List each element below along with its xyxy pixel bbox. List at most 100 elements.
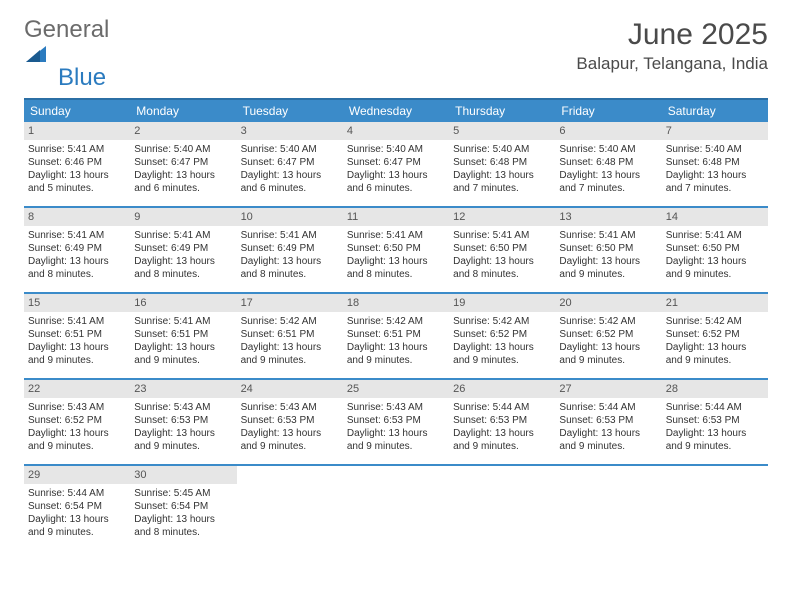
sunrise-text: Sunrise: 5:41 AM	[559, 229, 657, 242]
day-cell: 27Sunrise: 5:44 AMSunset: 6:53 PMDayligh…	[555, 380, 661, 458]
daylight2-text: and 9 minutes.	[28, 526, 126, 539]
sunrise-text: Sunrise: 5:41 AM	[134, 315, 232, 328]
daylight2-text: and 9 minutes.	[241, 440, 339, 453]
sunset-text: Sunset: 6:50 PM	[666, 242, 764, 255]
day-number: 9	[130, 208, 236, 226]
sunrise-text: Sunrise: 5:44 AM	[559, 401, 657, 414]
week-row: 8Sunrise: 5:41 AMSunset: 6:49 PMDaylight…	[24, 206, 768, 286]
sunset-text: Sunset: 6:48 PM	[559, 156, 657, 169]
day-number: 6	[555, 122, 661, 140]
day-cell: 20Sunrise: 5:42 AMSunset: 6:52 PMDayligh…	[555, 294, 661, 372]
daylight1-text: Daylight: 13 hours	[559, 341, 657, 354]
sunset-text: Sunset: 6:49 PM	[241, 242, 339, 255]
logo-word-blue: Blue	[58, 66, 106, 90]
daylight2-text: and 9 minutes.	[559, 354, 657, 367]
sunrise-text: Sunrise: 5:42 AM	[347, 315, 445, 328]
sunset-text: Sunset: 6:49 PM	[28, 242, 126, 255]
daylight1-text: Daylight: 13 hours	[666, 427, 764, 440]
sunset-text: Sunset: 6:53 PM	[241, 414, 339, 427]
day-number: 2	[130, 122, 236, 140]
day-cell: 18Sunrise: 5:42 AMSunset: 6:51 PMDayligh…	[343, 294, 449, 372]
daylight1-text: Daylight: 13 hours	[347, 255, 445, 268]
sunset-text: Sunset: 6:51 PM	[241, 328, 339, 341]
daylight2-text: and 9 minutes.	[28, 354, 126, 367]
day-header-friday: Friday	[555, 100, 661, 122]
sunset-text: Sunset: 6:52 PM	[559, 328, 657, 341]
day-cell: 4 Sunrise: 5:40 AMSunset: 6:47 PMDaylight…	[343, 122, 449, 200]
day-number: 15	[24, 294, 130, 312]
sunrise-text: Sunrise: 5:42 AM	[559, 315, 657, 328]
sunrise-text: Sunrise: 5:43 AM	[134, 401, 232, 414]
day-cell: 23Sunrise: 5:43 AMSunset: 6:53 PMDayligh…	[130, 380, 236, 458]
day-header-row: Sunday Monday Tuesday Wednesday Thursday…	[24, 98, 768, 122]
daylight2-text: and 9 minutes.	[453, 354, 551, 367]
daylight2-text: and 9 minutes.	[347, 440, 445, 453]
day-header-tuesday: Tuesday	[237, 100, 343, 122]
sunset-text: Sunset: 6:52 PM	[666, 328, 764, 341]
sunrise-text: Sunrise: 5:40 AM	[134, 143, 232, 156]
daylight1-text: Daylight: 13 hours	[28, 427, 126, 440]
day-cell: 9Sunrise: 5:41 AMSunset: 6:49 PMDaylight…	[130, 208, 236, 286]
sunrise-text: Sunrise: 5:43 AM	[241, 401, 339, 414]
daylight1-text: Daylight: 13 hours	[347, 341, 445, 354]
day-header-monday: Monday	[130, 100, 236, 122]
empty-cell	[449, 466, 555, 544]
week-row: 1Sunrise: 5:41 AMSunset: 6:46 PMDaylight…	[24, 122, 768, 200]
day-number: 21	[662, 294, 768, 312]
day-number: 24	[237, 380, 343, 398]
daylight1-text: Daylight: 13 hours	[28, 255, 126, 268]
day-number: 13	[555, 208, 661, 226]
day-cell: 8Sunrise: 5:41 AMSunset: 6:49 PMDaylight…	[24, 208, 130, 286]
sunrise-text: Sunrise: 5:42 AM	[453, 315, 551, 328]
day-cell: 11Sunrise: 5:41 AMSunset: 6:50 PMDayligh…	[343, 208, 449, 286]
day-header-sunday: Sunday	[24, 100, 130, 122]
day-number: 4	[343, 122, 449, 140]
sunrise-text: Sunrise: 5:44 AM	[666, 401, 764, 414]
day-cell: 7Sunrise: 5:40 AMSunset: 6:48 PMDaylight…	[662, 122, 768, 200]
daylight1-text: Daylight: 13 hours	[347, 169, 445, 182]
sunset-text: Sunset: 6:51 PM	[28, 328, 126, 341]
day-number: 12	[449, 208, 555, 226]
day-cell: 25Sunrise: 5:43 AMSunset: 6:53 PMDayligh…	[343, 380, 449, 458]
weeks-container: 1Sunrise: 5:41 AMSunset: 6:46 PMDaylight…	[24, 122, 768, 544]
day-number: 10	[237, 208, 343, 226]
sunrise-text: Sunrise: 5:40 AM	[347, 143, 445, 156]
day-cell: 13Sunrise: 5:41 AMSunset: 6:50 PMDayligh…	[555, 208, 661, 286]
sunset-text: Sunset: 6:50 PM	[559, 242, 657, 255]
calendar: Sunday Monday Tuesday Wednesday Thursday…	[24, 98, 768, 544]
month-title: June 2025	[576, 18, 768, 52]
day-cell: 10Sunrise: 5:41 AMSunset: 6:49 PMDayligh…	[237, 208, 343, 286]
daylight1-text: Daylight: 13 hours	[453, 341, 551, 354]
daylight2-text: and 9 minutes.	[347, 354, 445, 367]
empty-cell	[237, 466, 343, 544]
sunrise-text: Sunrise: 5:41 AM	[241, 229, 339, 242]
daylight1-text: Daylight: 13 hours	[28, 513, 126, 526]
daylight1-text: Daylight: 13 hours	[134, 427, 232, 440]
sunrise-text: Sunrise: 5:43 AM	[347, 401, 445, 414]
daylight2-text: and 6 minutes.	[241, 182, 339, 195]
day-cell: 1Sunrise: 5:41 AMSunset: 6:46 PMDaylight…	[24, 122, 130, 200]
day-header-wednesday: Wednesday	[343, 100, 449, 122]
day-number: 14	[662, 208, 768, 226]
sunrise-text: Sunrise: 5:40 AM	[453, 143, 551, 156]
daylight1-text: Daylight: 13 hours	[134, 341, 232, 354]
daylight1-text: Daylight: 13 hours	[241, 341, 339, 354]
daylight1-text: Daylight: 13 hours	[453, 427, 551, 440]
sunrise-text: Sunrise: 5:42 AM	[666, 315, 764, 328]
daylight1-text: Daylight: 13 hours	[28, 341, 126, 354]
day-header-saturday: Saturday	[662, 100, 768, 122]
day-number: 11	[343, 208, 449, 226]
sunset-text: Sunset: 6:48 PM	[666, 156, 764, 169]
day-number: 16	[130, 294, 236, 312]
sunset-text: Sunset: 6:47 PM	[347, 156, 445, 169]
daylight2-text: and 8 minutes.	[347, 268, 445, 281]
daylight1-text: Daylight: 13 hours	[666, 341, 764, 354]
sunrise-text: Sunrise: 5:41 AM	[134, 229, 232, 242]
day-cell: 28Sunrise: 5:44 AMSunset: 6:53 PMDayligh…	[662, 380, 768, 458]
day-cell: 24Sunrise: 5:43 AMSunset: 6:53 PMDayligh…	[237, 380, 343, 458]
day-number: 22	[24, 380, 130, 398]
sunset-text: Sunset: 6:48 PM	[453, 156, 551, 169]
day-cell: 15Sunrise: 5:41 AMSunset: 6:51 PMDayligh…	[24, 294, 130, 372]
day-cell: 30Sunrise: 5:45 AMSunset: 6:54 PMDayligh…	[130, 466, 236, 544]
daylight2-text: and 8 minutes.	[28, 268, 126, 281]
